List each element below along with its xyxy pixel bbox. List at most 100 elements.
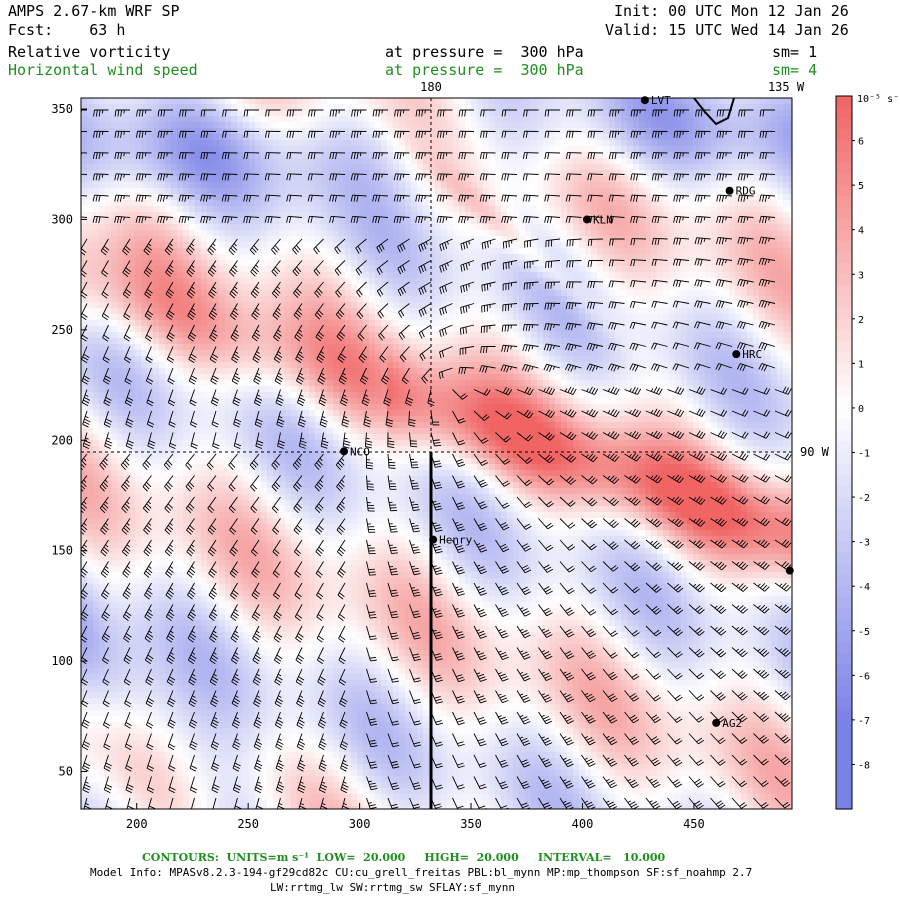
field-cell xyxy=(441,218,448,225)
field-cell xyxy=(279,176,286,183)
field-cell xyxy=(117,320,124,327)
field-cell xyxy=(219,152,226,159)
field-cell xyxy=(357,158,364,165)
field-cell xyxy=(111,242,118,249)
field-cell xyxy=(585,338,592,345)
field-cell xyxy=(201,296,208,303)
field-cell xyxy=(789,290,792,297)
field-cell xyxy=(699,290,706,297)
field-cell xyxy=(237,152,244,159)
field-cell xyxy=(639,290,646,297)
field-cell xyxy=(249,284,256,291)
field-cell xyxy=(561,122,568,129)
field-cell xyxy=(117,326,124,333)
field-cell xyxy=(783,296,790,303)
field-cell xyxy=(525,134,532,141)
field-cell xyxy=(231,290,238,297)
field-cell xyxy=(429,206,436,213)
field-cell xyxy=(579,242,586,249)
field-cell xyxy=(147,176,154,183)
field-cell xyxy=(423,194,430,201)
field-cell xyxy=(81,98,88,105)
field-cell xyxy=(261,128,268,135)
field-cell xyxy=(369,194,376,201)
field-cell xyxy=(213,110,220,117)
field-cell xyxy=(129,116,136,123)
field-cell xyxy=(675,116,682,123)
field-cell xyxy=(123,98,130,105)
field-cell xyxy=(279,308,286,315)
field-cell xyxy=(729,302,736,309)
field-cell xyxy=(297,278,304,285)
field-cell xyxy=(471,296,478,303)
field-cell xyxy=(411,158,418,165)
field-cell xyxy=(189,194,196,201)
field-cell xyxy=(561,338,568,345)
field-cell xyxy=(549,314,556,321)
field-cell xyxy=(303,308,310,315)
field-cell xyxy=(585,146,592,153)
field-cell xyxy=(351,110,358,117)
field-cell xyxy=(537,110,544,117)
field-cell xyxy=(291,182,298,189)
field-cell xyxy=(255,188,262,195)
field-cell xyxy=(153,116,160,123)
field-cell xyxy=(159,338,166,345)
field-cell xyxy=(735,158,742,165)
field-cell xyxy=(441,344,448,351)
field-cell xyxy=(543,194,550,201)
field-cell xyxy=(351,116,358,123)
field-cell xyxy=(189,200,196,207)
field-cell xyxy=(339,206,346,213)
field-cell xyxy=(255,230,262,237)
field-cell xyxy=(333,176,340,183)
field-cell xyxy=(345,254,352,261)
field-cell xyxy=(561,182,568,189)
field-cell xyxy=(279,254,286,261)
field-cell xyxy=(699,188,706,195)
field-cell xyxy=(267,302,274,309)
field-cell xyxy=(459,248,466,255)
field-cell xyxy=(147,284,154,291)
field-cell xyxy=(327,122,334,129)
field-cell xyxy=(201,266,208,273)
field-cell xyxy=(471,302,478,309)
field-cell xyxy=(429,272,436,279)
field-cell xyxy=(375,164,382,171)
field-cell xyxy=(81,296,88,303)
field-cell xyxy=(471,326,478,333)
field-cell xyxy=(315,170,322,177)
field-cell xyxy=(291,290,298,297)
field-cell xyxy=(387,170,394,177)
field-cell xyxy=(177,206,184,213)
field-cell xyxy=(789,194,792,201)
field-cell xyxy=(279,122,286,129)
field-cell xyxy=(357,224,364,231)
field-cell xyxy=(357,194,364,201)
field-cell xyxy=(249,122,256,129)
field-cell xyxy=(147,314,154,321)
field-cell xyxy=(279,320,286,327)
field-cell xyxy=(753,332,760,339)
field-cell xyxy=(615,332,622,339)
field-cell xyxy=(201,326,208,333)
field-cell xyxy=(213,170,220,177)
field-cell xyxy=(159,266,166,273)
field-cell xyxy=(627,284,634,291)
field-cell xyxy=(627,200,634,207)
field-cell xyxy=(687,110,694,117)
field-cell xyxy=(747,176,754,183)
field-cell xyxy=(573,308,580,315)
field-cell xyxy=(711,110,718,117)
field-cell xyxy=(783,206,790,213)
field-cell xyxy=(669,344,676,351)
field-cell xyxy=(219,314,226,321)
field-cell xyxy=(723,140,730,147)
field-cell xyxy=(207,182,214,189)
field-cell xyxy=(225,140,232,147)
field-cell xyxy=(135,314,142,321)
field-cell xyxy=(621,146,628,153)
field-cell xyxy=(381,314,388,321)
field-cell xyxy=(687,284,694,291)
field-cell xyxy=(429,200,436,207)
